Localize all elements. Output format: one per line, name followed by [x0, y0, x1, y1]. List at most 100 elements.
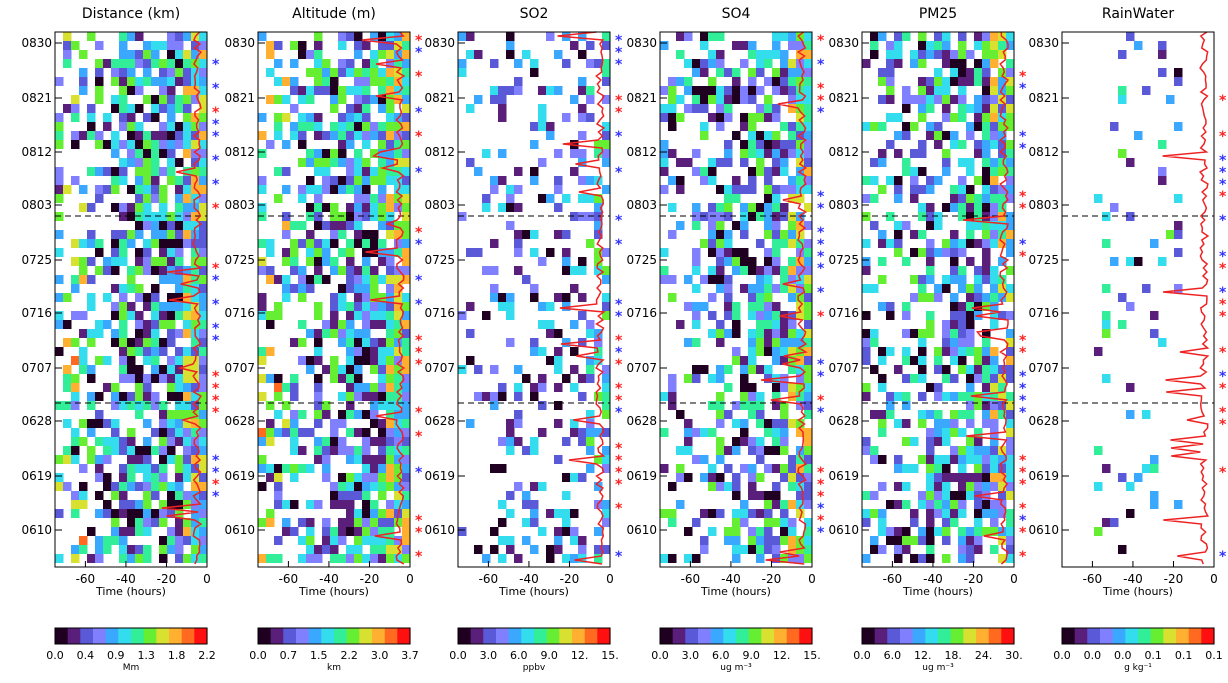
heatmap-cell	[562, 491, 571, 500]
heatmap-cell	[942, 32, 951, 41]
heatmap-cell	[998, 86, 1007, 95]
heatmap-cell	[602, 392, 611, 401]
heatmap-cell	[506, 32, 515, 41]
heatmap-cell	[796, 77, 805, 86]
heatmap-cell	[386, 464, 395, 473]
heatmap-cell	[926, 554, 935, 563]
heatmap-cell	[602, 149, 611, 158]
heatmap-cell	[732, 77, 741, 86]
heatmap-cell	[554, 401, 563, 410]
heatmap-cell	[878, 68, 887, 77]
heatmap-cell	[458, 365, 467, 374]
marker-star: *	[615, 441, 623, 457]
heatmap-cell	[926, 212, 935, 221]
heatmap-cell	[700, 428, 709, 437]
heatmap-cell	[740, 500, 749, 509]
heatmap-cell	[974, 473, 983, 482]
heatmap-cell	[183, 203, 192, 212]
heatmap-cell	[322, 545, 331, 554]
heatmap-cell	[298, 410, 307, 419]
heatmap-cell	[878, 275, 887, 284]
heatmap-cell	[716, 113, 725, 122]
heatmap-cell	[394, 356, 403, 365]
y-tick-label: 0610	[224, 523, 255, 537]
heatmap-cell	[119, 491, 128, 500]
heatmap-cell	[199, 383, 208, 392]
heatmap-cell	[894, 194, 903, 203]
heatmap-cell	[562, 248, 571, 257]
y-tick-label: 0812	[1028, 145, 1059, 159]
heatmap-cell	[1158, 68, 1167, 77]
heatmap-cell	[135, 158, 144, 167]
heatmap-cell	[594, 248, 603, 257]
heatmap-cell	[990, 230, 999, 239]
heatmap-cell	[394, 122, 403, 131]
heatmap-cell	[660, 509, 669, 518]
heatmap-cell	[732, 419, 741, 428]
heatmap-cell	[982, 77, 991, 86]
heatmap-cell	[804, 365, 813, 374]
heatmap-cell	[330, 104, 339, 113]
heatmap-cell	[804, 176, 813, 185]
heatmap-cell	[772, 284, 781, 293]
heatmap-cell	[159, 230, 168, 239]
heatmap-cell	[274, 77, 283, 86]
heatmap-cell	[910, 149, 919, 158]
heatmap-cell	[1118, 545, 1127, 554]
marker-star: *	[817, 189, 825, 205]
heatmap-cell	[175, 122, 184, 131]
heatmap-cell	[990, 302, 999, 311]
heatmap-cell	[199, 185, 208, 194]
heatmap-cell	[362, 140, 371, 149]
panel-frame	[861, 31, 1015, 568]
heatmap-cell	[894, 464, 903, 473]
heatmap-cell	[175, 131, 184, 140]
heatmap-cell	[175, 95, 184, 104]
heatmap-cell	[594, 203, 603, 212]
heatmap-cell	[732, 554, 741, 563]
y-tick-label: 0803	[626, 198, 657, 212]
colorbar-segment	[518, 628, 522, 644]
heatmap-cell	[151, 347, 160, 356]
heatmap-cell	[87, 455, 96, 464]
heatmap-cell	[103, 113, 112, 122]
heatmap-cell	[314, 545, 323, 554]
heatmap-cell	[958, 248, 967, 257]
heatmap-cell	[346, 446, 355, 455]
heatmap-cell	[692, 95, 701, 104]
heatmap-cell	[127, 122, 136, 131]
colorbar-segment	[143, 628, 148, 644]
heatmap-cell	[958, 239, 967, 248]
heatmap-cell	[796, 374, 805, 383]
colorbar-segment	[464, 628, 469, 644]
colorbar: 0.0 3.0 6.0 9.0 12. 15.ug m⁻³	[651, 627, 821, 673]
heatmap-cell	[1118, 320, 1127, 329]
heatmap-cell	[878, 545, 887, 554]
heatmap-cell	[191, 203, 200, 212]
heatmap-cell	[79, 356, 88, 365]
colorbar-segment	[299, 628, 303, 644]
heatmap-cell	[119, 41, 128, 50]
heatmap-cell	[950, 194, 959, 203]
colorbar-segment	[330, 628, 335, 644]
colorbar-segment	[527, 628, 532, 644]
heatmap-cell	[274, 302, 283, 311]
heatmap-cell	[716, 266, 725, 275]
colorbar-segment	[115, 628, 119, 644]
heatmap-cell	[151, 239, 160, 248]
heatmap-cell	[199, 302, 208, 311]
heatmap-cell	[780, 446, 789, 455]
heatmap-cell	[1102, 284, 1111, 293]
heatmap-cell	[354, 68, 363, 77]
heatmap-cell	[95, 329, 104, 338]
heatmap-cell	[748, 140, 757, 149]
heatmap-cell	[732, 176, 741, 185]
heatmap-cell	[370, 554, 379, 563]
heatmap-cell	[998, 374, 1007, 383]
heatmap-cell	[79, 239, 88, 248]
heatmap-cell	[175, 59, 184, 68]
heatmap-cell	[159, 266, 168, 275]
heatmap-cell	[804, 518, 813, 527]
heatmap-cell	[71, 356, 80, 365]
